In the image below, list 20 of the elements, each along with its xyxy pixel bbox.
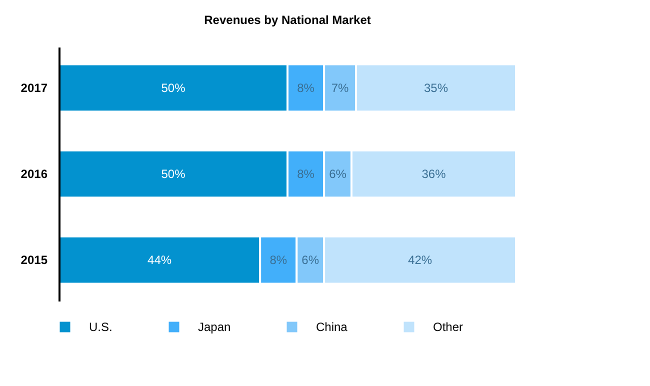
y-tick-label: 2016 <box>20 167 48 181</box>
data-label: 35% <box>424 80 448 95</box>
data-label: 50% <box>161 167 186 181</box>
data-label: 6% <box>329 167 347 181</box>
legend-label: Other <box>433 320 464 334</box>
data-label: 6% <box>302 253 320 268</box>
y-tick-label: 2015 <box>20 253 48 268</box>
data-label: 8% <box>297 80 315 95</box>
legend-label: U.S. <box>89 320 112 334</box>
legend-label: Japan <box>198 320 231 334</box>
data-label: 50% <box>161 80 186 95</box>
y-tick-label: 2017 <box>20 80 48 95</box>
data-label: 8% <box>297 167 315 181</box>
data-label: 44% <box>148 253 172 268</box>
data-label: 8% <box>270 253 288 268</box>
data-label: 42% <box>408 253 432 268</box>
legend-label: China <box>316 320 348 334</box>
chart-title: Revenues by National Market <box>204 13 371 27</box>
data-label: 36% <box>422 167 446 181</box>
data-label: 7% <box>331 80 350 95</box>
